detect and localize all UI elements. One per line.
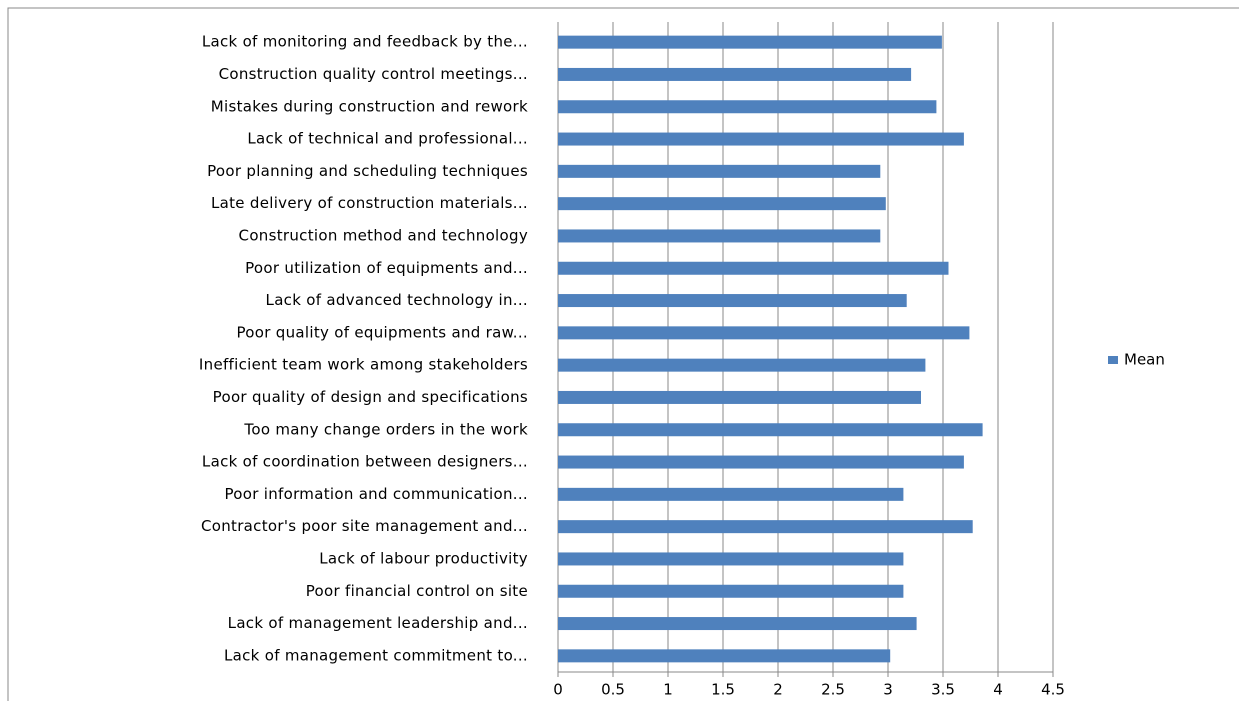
bar: [558, 649, 891, 663]
bar: [558, 132, 964, 146]
bar: [558, 487, 904, 501]
chart-frame: [7, 7, 1239, 701]
y-tick-label: Poor utilization of equipments and...: [245, 259, 528, 277]
x-tick-label: 4: [993, 681, 1003, 699]
bar: [558, 164, 881, 178]
y-tick-label: Poor planning and scheduling techniques: [207, 162, 528, 180]
y-tick-label: Contractor's poor site management and...: [201, 517, 528, 535]
y-tick-label: Lack of advanced technology in...: [266, 291, 528, 309]
bar: [558, 67, 912, 81]
bar: [558, 552, 904, 566]
x-tick-label: 2: [773, 681, 783, 699]
y-tick-label: Lack of labour productivity: [319, 549, 528, 567]
bar: [558, 261, 949, 275]
legend-swatch: [1108, 356, 1118, 364]
x-tick-label: 1.5: [711, 681, 735, 699]
x-tick-label: 2.5: [821, 681, 845, 699]
y-tick-label: Poor financial control on site: [306, 582, 528, 600]
y-tick-label: Poor information and communication...: [224, 485, 528, 503]
bar: [558, 617, 917, 631]
bar: [558, 326, 970, 340]
y-tick-label: Lack of coordination between designers..…: [202, 453, 528, 471]
x-tick-label: 0: [553, 681, 563, 699]
legend-label: Mean: [1124, 351, 1165, 369]
bar: [558, 229, 881, 243]
bar: [558, 100, 937, 114]
bar: [558, 294, 907, 308]
y-tick-label: Construction method and technology: [239, 226, 528, 244]
x-tick-label: 0.5: [601, 681, 625, 699]
bar: [558, 390, 921, 404]
y-tick-label: Poor quality of design and specification…: [213, 388, 528, 406]
bar: [558, 423, 983, 437]
y-tick-label: Inefficient team work among stakeholders: [199, 356, 528, 374]
x-tick-label: 1: [663, 681, 673, 699]
y-tick-label: Mistakes during construction and rework: [211, 97, 528, 115]
y-tick-label: Poor quality of equipments and raw...: [236, 323, 528, 341]
y-tick-label: Construction quality control meetings...: [219, 65, 528, 83]
y-tick-label: Too many change orders in the work: [243, 420, 528, 438]
y-tick-label: Lack of monitoring and feedback by the..…: [202, 33, 528, 51]
bar: [558, 584, 904, 598]
x-tick-label: 3: [883, 681, 893, 699]
y-tick-label: Lack of management leadership and...: [228, 614, 528, 632]
bar: [558, 358, 926, 372]
y-tick-label: Late delivery of construction materials.…: [211, 194, 528, 212]
bar: [558, 35, 942, 49]
bar: [558, 520, 973, 534]
y-tick-label: Lack of technical and professional...: [247, 130, 528, 148]
x-tick-label: 3.5: [931, 681, 955, 699]
y-tick-label: Lack of management commitment to...: [224, 646, 528, 664]
x-tick-label: 4.5: [1041, 681, 1065, 699]
bar: [558, 455, 964, 469]
bar: [558, 197, 886, 211]
